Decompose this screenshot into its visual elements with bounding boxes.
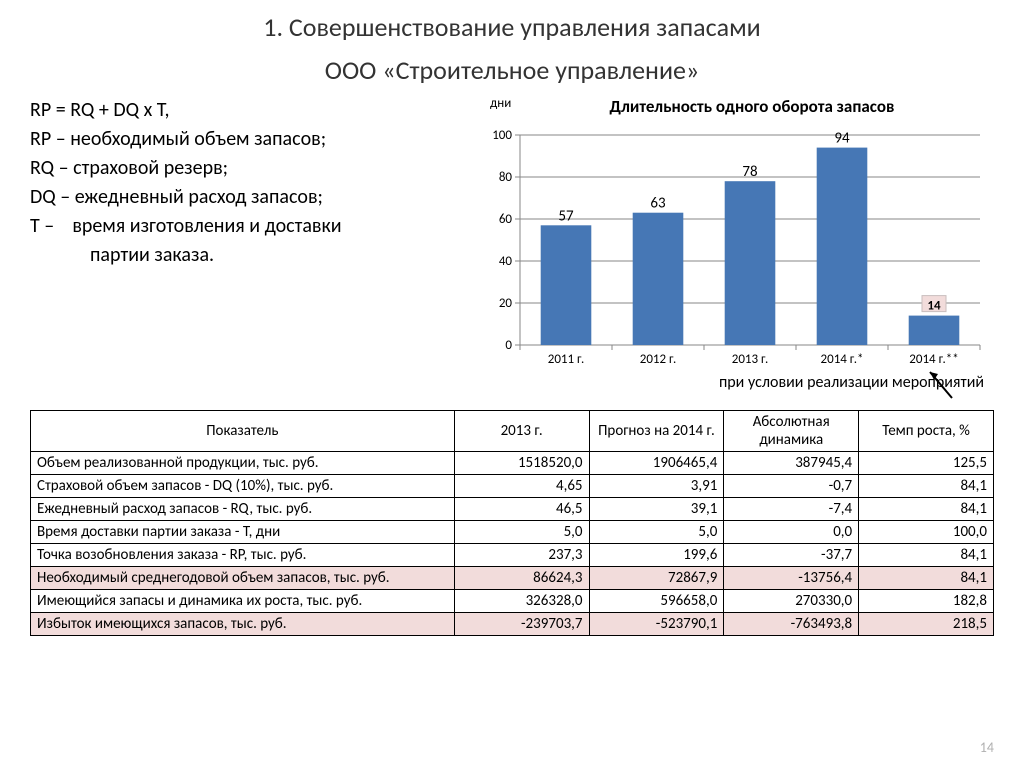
table-header-row: Показатель 2013 г. Прогноз на 2014 г. Аб… — [31, 411, 994, 452]
row-value: 100,0 — [859, 521, 994, 544]
row-value: 39,1 — [589, 498, 724, 521]
svg-text:0: 0 — [505, 338, 512, 353]
row-value: 125,5 — [859, 452, 994, 475]
row-value: 182,8 — [859, 590, 994, 613]
row-value: 1518520,0 — [454, 452, 589, 475]
svg-text:60: 60 — [499, 212, 513, 227]
row-value: 86624,3 — [454, 567, 589, 590]
svg-text:40: 40 — [499, 254, 513, 269]
table-row: Ежедневный расход запасов - RQ, тыс. руб… — [31, 498, 994, 521]
bar-chart: 0 20 40 60 80 100 57 2011 г. 63 2012 г. 78 2013 г. 9… — [470, 117, 990, 369]
formula-eq: RP = RQ + DQ x T, — [30, 96, 470, 125]
svg-text:20: 20 — [499, 296, 513, 311]
table-row: Точка возобновления заказа - RP, тыс. ру… — [31, 544, 994, 567]
svg-text:57: 57 — [558, 207, 574, 225]
row-label: Ежедневный расход запасов - RQ, тыс. руб… — [31, 498, 455, 521]
data-table: Показатель 2013 г. Прогноз на 2014 г. Аб… — [30, 410, 994, 636]
svg-text:2014 г.**: 2014 г.** — [909, 352, 958, 367]
row-value: -13756,4 — [724, 567, 859, 590]
formula-l5: партии заказа. — [30, 241, 470, 270]
th-growth: Темп роста, % — [859, 411, 994, 452]
row-value: 218,5 — [859, 613, 994, 636]
svg-text:100: 100 — [492, 128, 512, 143]
slide-title-1: 1. Совершенствование управления запасами — [30, 10, 994, 45]
row-label: Точка возобновления заказа - RP, тыс. ру… — [31, 544, 455, 567]
svg-text:63: 63 — [650, 195, 666, 213]
chart-title: Длительность одного оборота запасов — [510, 96, 994, 117]
slide-title-2: ООО «Строительное управление» — [30, 53, 994, 88]
svg-text:80: 80 — [499, 170, 513, 185]
svg-text:94: 94 — [834, 130, 850, 148]
row-value: -0,7 — [724, 475, 859, 498]
formula-l4a: T – — [30, 214, 54, 238]
row-value: 3,91 — [589, 475, 724, 498]
row-value: 199,6 — [589, 544, 724, 567]
th-abs: Абсолютная динамика — [724, 411, 859, 452]
row-value: -523790,1 — [589, 613, 724, 636]
row-value: -239703,7 — [454, 613, 589, 636]
svg-text:2011 г.: 2011 г. — [548, 352, 584, 367]
row-value: 0,0 — [724, 521, 859, 544]
formula-l1: RP – необходимый объем запасов; — [30, 125, 470, 154]
table-row: Избыток имеющихся запасов, тыс. руб.-239… — [31, 613, 994, 636]
row-value: 84,1 — [859, 544, 994, 567]
row-value: -37,7 — [724, 544, 859, 567]
table-row: Страховой объем запасов - DQ (10%), тыс.… — [31, 475, 994, 498]
th-indicator: Показатель — [31, 411, 455, 452]
formula-l4: T – время изготовления и доставки — [30, 212, 470, 241]
row-value: 237,3 — [454, 544, 589, 567]
th-forecast: Прогноз на 2014 г. — [589, 411, 724, 452]
row-label: Имеющийся запасы и динамика их роста, ты… — [31, 590, 455, 613]
th-2013: 2013 г. — [454, 411, 589, 452]
formula-block: RP = RQ + DQ x T, RP – необходимый объем… — [30, 96, 470, 392]
table-row: Имеющийся запасы и динамика их роста, ты… — [31, 590, 994, 613]
row-label: Страховой объем запасов - DQ (10%), тыс.… — [31, 475, 455, 498]
formula-l3: DQ – ежедневный расход запасов; — [30, 183, 470, 212]
svg-text:2014 г.*: 2014 г.* — [821, 352, 864, 367]
row-value: 387945,4 — [724, 452, 859, 475]
svg-text:2013 г.: 2013 г. — [732, 352, 768, 367]
svg-text:78: 78 — [742, 163, 757, 181]
chart-y-unit: дни — [490, 96, 511, 111]
row-value: 84,1 — [859, 475, 994, 498]
row-value: 270330,0 — [724, 590, 859, 613]
chart-note: при условии реализации мероприятий — [470, 373, 994, 392]
table-row: Объем реализованной продукции, тыс. руб.… — [31, 452, 994, 475]
row-label: Избыток имеющихся запасов, тыс. руб. — [31, 613, 455, 636]
row-value: 84,1 — [859, 567, 994, 590]
row-value: 596658,0 — [589, 590, 724, 613]
row-value: 46,5 — [454, 498, 589, 521]
row-label: Время доставки партии заказа - T, дни — [31, 521, 455, 544]
row-value: 326328,0 — [454, 590, 589, 613]
chart-block: дни Длительность одного оборота запасов … — [470, 96, 994, 392]
row-value: -763493,8 — [724, 613, 859, 636]
row-label: Объем реализованной продукции, тыс. руб. — [31, 452, 455, 475]
row-value: 1906465,4 — [589, 452, 724, 475]
row-value: -7,4 — [724, 498, 859, 521]
svg-text:14: 14 — [927, 299, 941, 314]
row-value: 4,65 — [454, 475, 589, 498]
arrow-icon — [924, 366, 964, 400]
formula-l4b: время изготовления и доставки — [72, 214, 341, 238]
row-value: 5,0 — [589, 521, 724, 544]
row-value: 72867,9 — [589, 567, 724, 590]
row-value: 84,1 — [859, 498, 994, 521]
page-number: 14 — [980, 739, 994, 756]
row-value: 5,0 — [454, 521, 589, 544]
table-row: Время доставки партии заказа - T, дни5,0… — [31, 521, 994, 544]
svg-text:2012 г.: 2012 г. — [640, 352, 676, 367]
row-label: Необходимый среднегодовой объем запасов,… — [31, 567, 455, 590]
table-row: Необходимый среднегодовой объем запасов,… — [31, 567, 994, 590]
formula-l2: RQ – страховой резерв; — [30, 154, 470, 183]
